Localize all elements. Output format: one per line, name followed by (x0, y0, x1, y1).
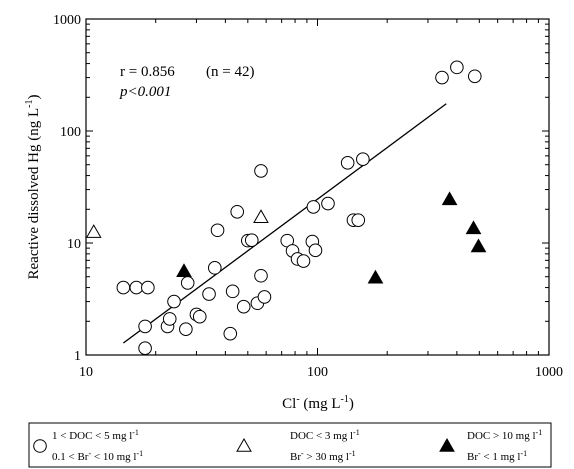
y-axis-title: Reactive dissolved Hg (ng L-1) (24, 95, 42, 280)
data-point-circle-open (192, 309, 207, 324)
y-tick-label: 1000 (53, 13, 81, 28)
legend-label: DOC < 3 mg l-1 (290, 428, 360, 442)
correlation-text: r = 0.856 (120, 64, 175, 80)
data-point-circle-open (321, 196, 335, 211)
data-point-circle-open (141, 280, 155, 295)
x-tick-label: 1000 (535, 365, 563, 380)
x-tick-label: 100 (307, 365, 328, 380)
data-point-circle-open (129, 280, 144, 295)
data-point-circle-open (308, 243, 323, 258)
data-point-circle-open (340, 156, 355, 170)
y-tick-label: 100 (60, 125, 81, 140)
sample-size-text: (n = 42) (206, 64, 254, 80)
data-point-circle-open (180, 276, 195, 290)
data-point-triangle-filled (176, 263, 192, 277)
data-point-triangle-open (85, 224, 102, 238)
legend-box (28, 422, 552, 468)
legend-label: Br- > 30 mg l-1 (290, 449, 356, 463)
data-point-circle-open (230, 204, 245, 219)
data-point-triangle-open (253, 209, 269, 223)
data-point-circle-open (225, 284, 240, 299)
data-point-circle-open (167, 294, 181, 309)
data-point-circle-open (306, 200, 321, 214)
y-tick-label: 1 (74, 349, 81, 364)
data-point-circle-open (296, 254, 311, 268)
data-point-triangle-filled (465, 220, 482, 235)
data-point-triangle-filled (441, 191, 458, 206)
data-point-circle-open (450, 60, 464, 75)
data-point-triangle-filled (470, 238, 487, 253)
data-point-circle-open (223, 326, 238, 341)
data-point-circle-open (162, 312, 177, 326)
data-point-circle-open (138, 319, 152, 334)
data-point-circle-open (236, 299, 251, 314)
data-point-triangle-filled (367, 269, 384, 284)
legend-label: 0.1 < Br- < 10 mg l-1 (52, 449, 143, 463)
legend-label: DOC > 10 mg l-1 (467, 428, 542, 442)
data-point-circle-open (179, 322, 193, 336)
data-point-circle-open (207, 261, 222, 275)
legend-label: 1 < DOC < 5 mg l-1 (52, 428, 139, 442)
data-point-circle-open (257, 290, 272, 304)
legend-marker-triangle-open (236, 437, 252, 452)
data-point-circle-open (356, 152, 370, 167)
data-point-circle-open (138, 341, 152, 356)
data-point-circle-open (351, 213, 366, 227)
x-axis-title: Cl- (mg L-1) (282, 394, 354, 412)
data-point-circle-open (116, 280, 131, 295)
data-point-circle-open (254, 268, 268, 283)
data-point-circle-open (254, 164, 268, 178)
p-value-text: p<0.001 (119, 84, 171, 100)
data-point-circle-open (210, 223, 225, 238)
legend-marker-circle-open (33, 439, 47, 453)
legend-marker-triangle-filled (439, 437, 455, 452)
x-tick-label: 10 (79, 365, 93, 380)
legend-label: Br- < 1 mg l-1 (467, 449, 527, 463)
data-point-circle-open (202, 287, 216, 301)
data-point-circle-open (435, 70, 449, 85)
y-tick-label: 10 (67, 237, 81, 252)
data-point-circle-open (467, 69, 482, 84)
data-point-circle-open (244, 233, 259, 247)
